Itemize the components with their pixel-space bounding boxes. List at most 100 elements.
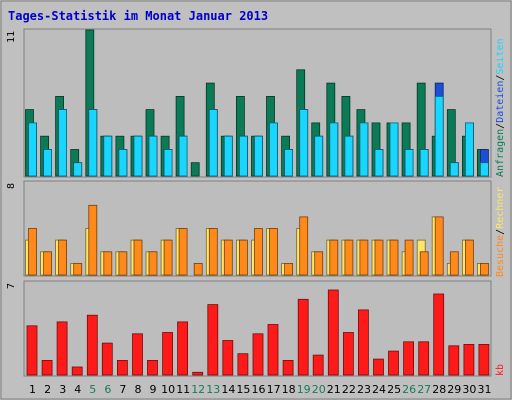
bar-hosts-day-15 — [238, 239, 248, 276]
bar-hosts-day-14 — [223, 239, 233, 276]
bar-pages-day-15 — [238, 135, 248, 177]
x-tick-day-19: 19 — [297, 383, 311, 396]
x-tick-day-18: 18 — [282, 383, 296, 396]
legend-bottom-panel: kb — [495, 364, 506, 376]
bar-kb-day-17 — [267, 324, 279, 376]
x-tick-day-23: 23 — [357, 383, 371, 396]
x-tick-day-28: 28 — [432, 383, 446, 396]
bar-hosts-day-2 — [43, 251, 52, 276]
x-tick-day-3: 3 — [59, 383, 66, 396]
bar-requests-day-12 — [190, 162, 200, 177]
x-tick-day-21: 21 — [327, 383, 341, 396]
bar-kb-day-4 — [71, 366, 83, 376]
bar-kb-day-9 — [147, 359, 158, 376]
bar-pages-day-26 — [404, 149, 414, 177]
bar-kb-day-10 — [162, 332, 174, 376]
bar-kb-day-14 — [222, 340, 234, 376]
x-tick-day-15: 15 — [236, 383, 250, 396]
bar-kb-day-2 — [41, 359, 53, 376]
bar-hosts-day-29 — [449, 251, 459, 276]
bar-pages-day-28 — [434, 96, 444, 177]
bar-pages-day-21 — [329, 122, 339, 177]
bar-pages-day-11 — [178, 135, 188, 177]
bar-pages-day-24 — [374, 149, 384, 177]
bar-pages-day-5 — [88, 109, 98, 177]
bar-pages-day-19 — [299, 109, 309, 177]
bar-hosts-day-16 — [254, 228, 263, 276]
x-tick-day-31: 31 — [478, 383, 492, 396]
x-tick-day-6: 6 — [104, 383, 111, 396]
legend-middle-panel-part-1: / — [495, 229, 506, 235]
bar-hosts-day-18 — [284, 262, 294, 276]
bar-kb-day-24 — [373, 358, 384, 376]
bar-kb-day-5 — [86, 314, 98, 376]
bar-kb-day-13 — [207, 304, 219, 376]
x-tick-day-13: 13 — [206, 383, 220, 396]
bar-hosts-day-10 — [163, 239, 173, 276]
bar-pages-day-4 — [73, 162, 83, 177]
bar-pages-day-13 — [208, 109, 218, 177]
bar-kb-day-22 — [342, 332, 354, 376]
legend-top-panel-part-0: Anfragen — [495, 129, 506, 177]
bar-kb-day-20 — [312, 354, 324, 376]
bar-hosts-day-23 — [359, 239, 369, 276]
bar-kb-day-3 — [56, 321, 68, 376]
bar-hosts-day-5 — [88, 204, 98, 276]
bar-hosts-day-6 — [103, 251, 113, 276]
bar-hosts-day-7 — [118, 251, 128, 276]
x-tick-day-9: 9 — [150, 383, 157, 396]
x-tick-day-30: 30 — [462, 383, 476, 396]
bar-kb-day-19 — [297, 298, 309, 376]
bar-pages-day-14 — [223, 135, 233, 177]
bar-kb-day-28 — [433, 293, 445, 376]
x-tick-day-17: 17 — [267, 383, 281, 396]
x-tick-day-26: 26 — [402, 383, 416, 396]
bar-pages-day-8 — [133, 135, 143, 177]
bar-kb-day-27 — [418, 341, 430, 376]
panel-requests-ymax-label: 11 — [6, 31, 17, 43]
x-tick-day-20: 20 — [312, 383, 326, 396]
x-tick-day-8: 8 — [135, 383, 142, 396]
bar-kb-day-30 — [463, 343, 475, 376]
legend-top-panel: Anfragen/Dateien/Seiten — [495, 38, 506, 177]
bar-hosts-day-19 — [299, 216, 309, 276]
bar-pages-day-27 — [419, 149, 429, 177]
bar-pages-day-18 — [284, 149, 294, 177]
x-tick-day-4: 4 — [74, 383, 81, 396]
legend-middle-panel-part-2: Rechner — [495, 187, 506, 229]
bar-kb-day-15 — [237, 353, 249, 376]
panel-visits-ymax-label: 8 — [6, 183, 17, 189]
bar-pages-day-9 — [148, 135, 158, 177]
bar-hosts-day-9 — [148, 251, 158, 276]
bar-hosts-day-24 — [374, 239, 384, 276]
bar-hosts-day-26 — [404, 239, 414, 276]
bar-pages-day-20 — [314, 135, 324, 177]
bar-kb-day-1 — [26, 325, 38, 376]
bar-kb-day-18 — [282, 359, 294, 376]
x-tick-day-27: 27 — [417, 383, 431, 396]
bar-hosts-day-1 — [28, 228, 37, 276]
legend-top-panel-part-3: / — [495, 75, 506, 81]
bar-kb-day-29 — [448, 345, 460, 376]
panel-kb-ymax-label: 7 — [6, 283, 17, 289]
x-tick-day-11: 11 — [176, 383, 190, 396]
bar-hosts-day-25 — [389, 239, 399, 276]
bar-pages-day-3 — [58, 109, 67, 177]
x-tick-day-12: 12 — [191, 383, 205, 396]
bar-hosts-day-27 — [419, 251, 429, 276]
x-tick-day-2: 2 — [44, 383, 51, 396]
bar-pages-day-2 — [43, 149, 52, 177]
bar-pages-day-16 — [254, 135, 263, 177]
x-tick-day-10: 10 — [161, 383, 175, 396]
bar-pages-day-29 — [449, 162, 459, 177]
bar-hosts-day-4 — [73, 262, 83, 276]
bar-hosts-day-28 — [434, 216, 444, 276]
bar-hosts-day-3 — [58, 239, 67, 276]
bar-hosts-day-11 — [178, 228, 188, 276]
bar-hosts-day-31 — [479, 262, 489, 276]
legend-top-panel-part-2: Dateien — [495, 81, 506, 123]
bar-pages-day-31 — [479, 162, 489, 177]
legend-middle-panel-part-0: Besuche — [495, 235, 506, 277]
